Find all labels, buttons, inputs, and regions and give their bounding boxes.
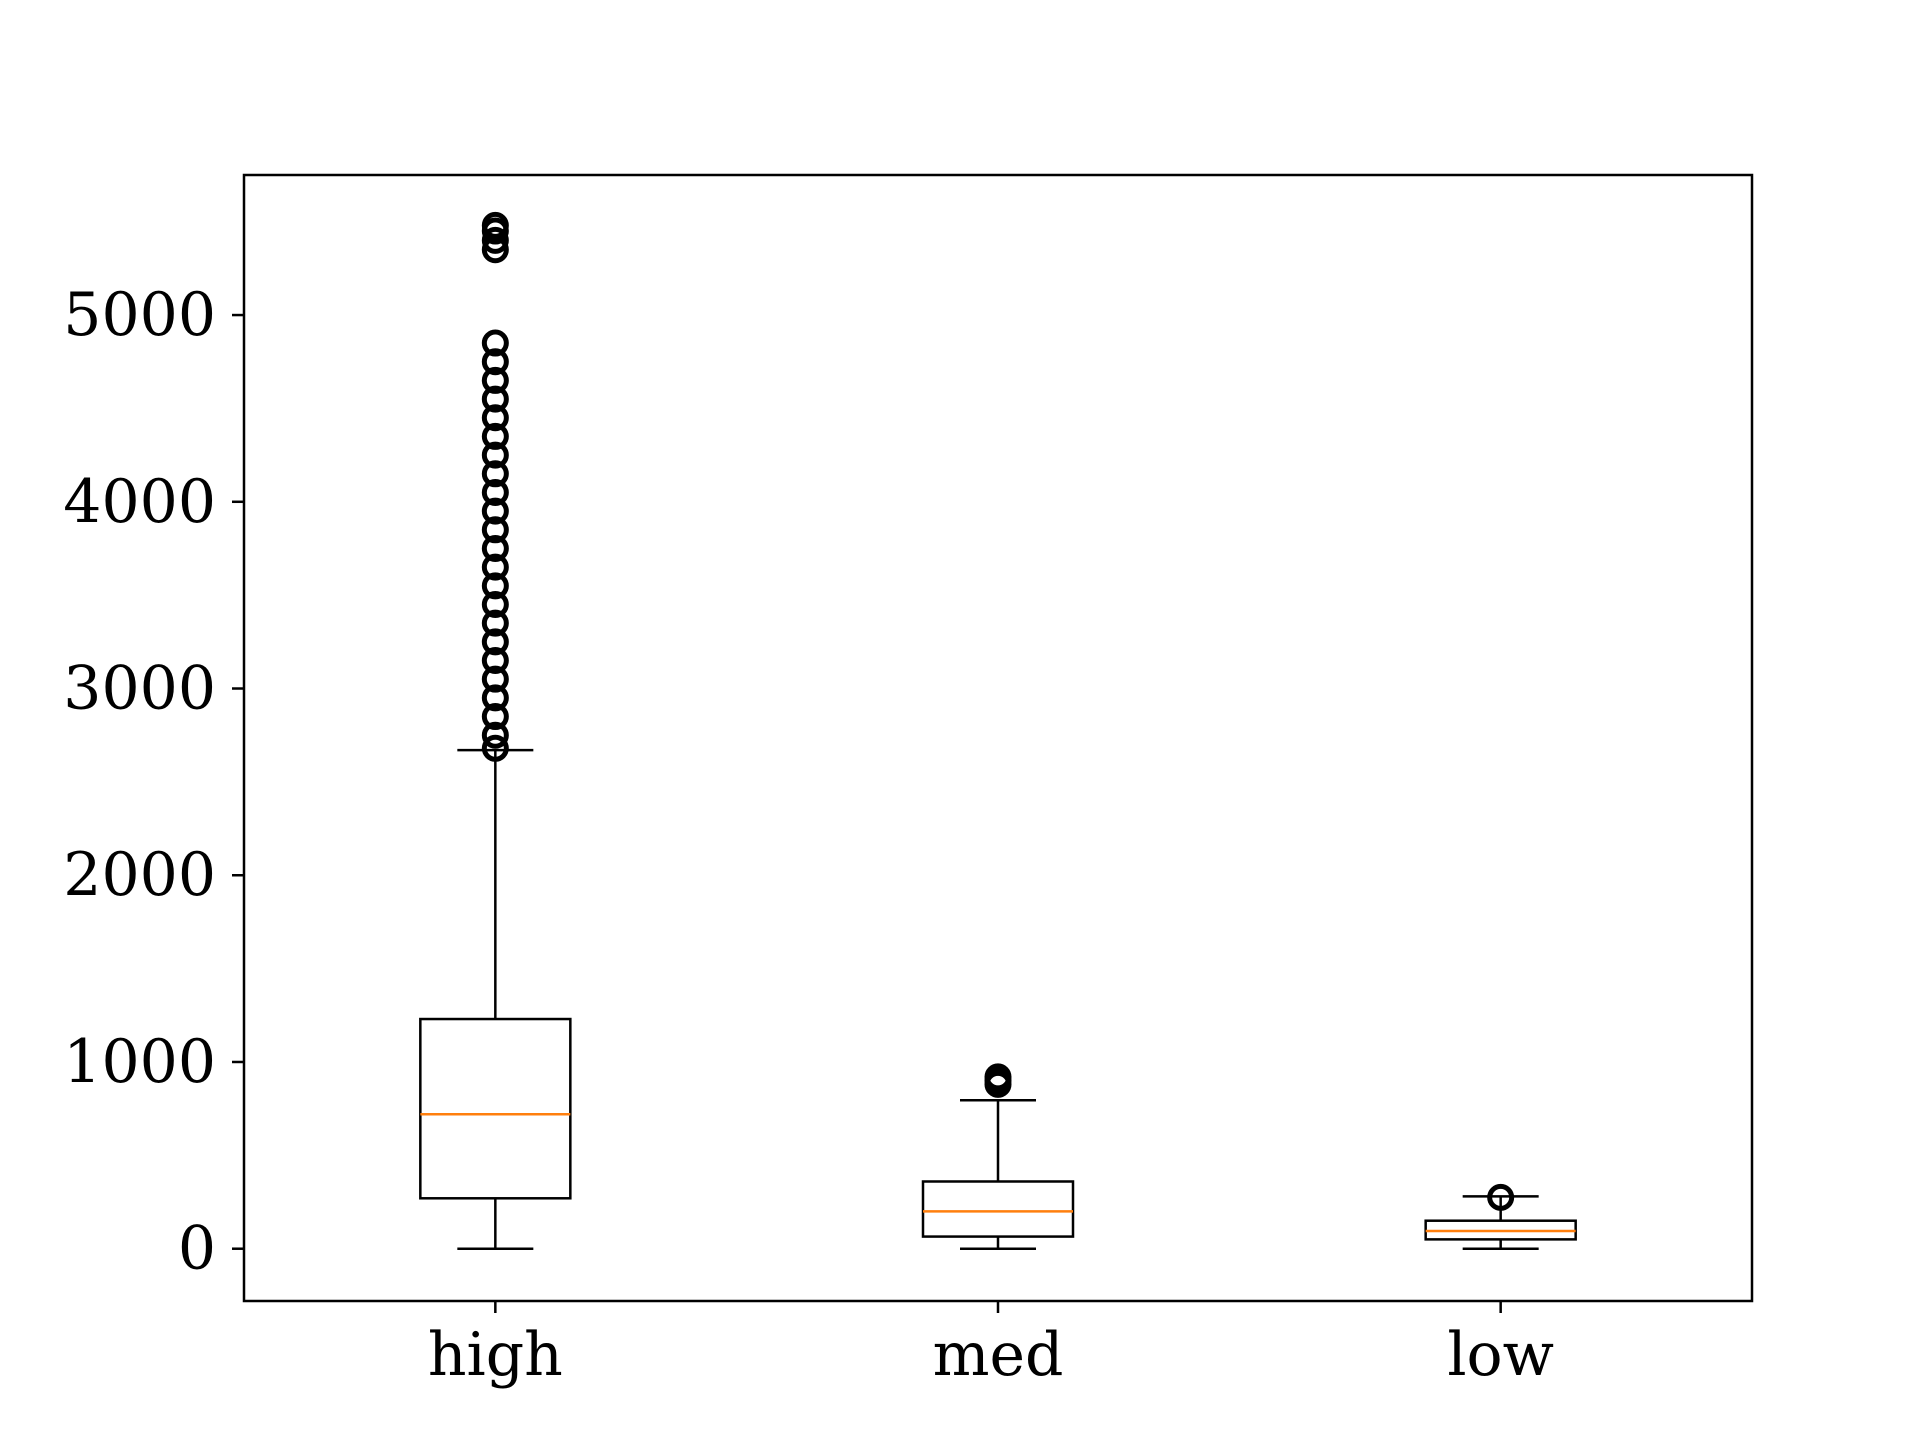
outlier-high-3	[481, 684, 509, 712]
x-tick-label-high: high	[428, 1320, 563, 1390]
outlier-high-9	[481, 572, 509, 600]
outlier-med-2	[984, 1063, 1012, 1091]
outlier-high-20	[481, 366, 509, 394]
box-med	[921, 1180, 1075, 1238]
outlier-high-8	[481, 590, 509, 618]
plot-area	[419, 211, 1577, 1250]
y-tick-label-3000: 3000	[63, 654, 216, 724]
outlier-high-5	[481, 647, 509, 675]
outlier-high-10	[481, 553, 509, 581]
box-group-low	[1424, 1183, 1577, 1250]
box-group-high	[419, 211, 572, 1250]
outlier-high-14	[481, 478, 509, 506]
outlier-high-13	[481, 497, 509, 525]
outlier-high-4	[481, 665, 509, 693]
y-tick-label-1000: 1000	[63, 1027, 216, 1097]
y-tick-label-2000: 2000	[63, 840, 216, 910]
outlier-high-2	[481, 703, 509, 731]
y-axis: 0 1000 2000 3000 4000 5000	[63, 280, 244, 1284]
y-tick-label-0: 0	[178, 1214, 216, 1284]
outlier-high-18	[481, 404, 509, 432]
outlier-high-15	[481, 460, 509, 488]
outlier-high-26	[481, 211, 509, 239]
box-group-med	[921, 1063, 1075, 1250]
y-tick-label-5000: 5000	[63, 280, 216, 350]
outlier-high-1	[481, 721, 509, 749]
outlier-high-7	[481, 609, 509, 637]
x-tick-label-low: low	[1447, 1320, 1554, 1390]
outlier-low-0	[1487, 1183, 1515, 1211]
outlier-high-0	[481, 734, 509, 762]
outlier-high-12	[481, 516, 509, 544]
outlier-high-17	[481, 422, 509, 450]
outlier-high-21	[481, 348, 509, 376]
y-tick-label-4000: 4000	[63, 467, 216, 537]
outlier-high-19	[481, 385, 509, 413]
outlier-high-11	[481, 534, 509, 562]
x-tick-label-med: med	[933, 1320, 1064, 1390]
outlier-high-6	[481, 628, 509, 656]
box-high	[419, 1017, 572, 1200]
outlier-high-24	[481, 226, 509, 254]
outlier-high-22	[481, 329, 509, 357]
x-axis: high med low	[428, 1301, 1554, 1390]
outlier-high-16	[481, 441, 509, 469]
